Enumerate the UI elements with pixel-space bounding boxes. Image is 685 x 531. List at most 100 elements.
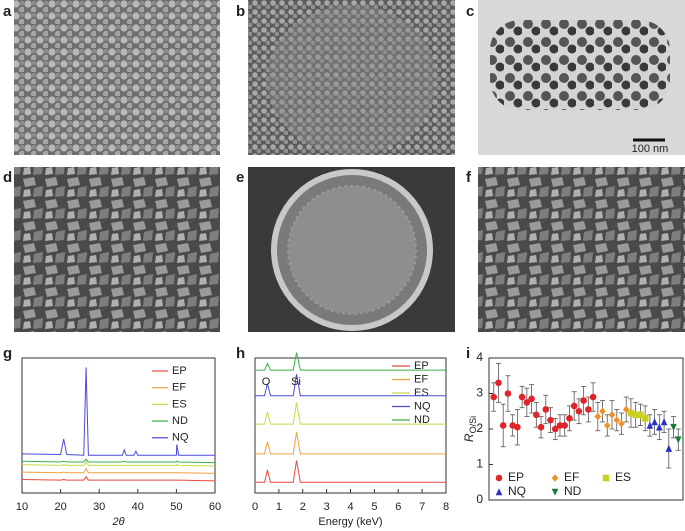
legend-label: EP: [172, 365, 187, 377]
y-axis-label-sub: O/Si: [468, 416, 478, 434]
data-line: [255, 374, 446, 397]
point: [570, 402, 578, 410]
x-tick-label: 6: [395, 501, 401, 513]
data-line: [255, 432, 446, 455]
legend-label: ND: [564, 484, 582, 498]
y-axis-label: RO/Si: [462, 416, 478, 442]
legend-label: ES: [615, 470, 631, 484]
legend-label: ND: [172, 415, 188, 427]
point: [618, 419, 625, 428]
point: [589, 393, 597, 401]
x-tick-label: 10: [16, 501, 28, 513]
point: [641, 415, 649, 422]
legend-label: NQ: [172, 432, 189, 444]
x-tick-label: 7: [419, 501, 425, 513]
point: [660, 418, 668, 426]
panel-label: f: [466, 169, 472, 186]
point: [608, 411, 616, 419]
point: [585, 406, 592, 413]
y-axis-label-main: R: [462, 433, 476, 442]
point: [566, 415, 573, 422]
x-tick-label: 40: [132, 501, 144, 513]
point: [674, 436, 682, 444]
point: [637, 411, 644, 419]
legend-label: EP: [414, 360, 429, 372]
tem-cluster: [490, 20, 670, 110]
point: [561, 422, 569, 429]
plot-frame: [21, 357, 216, 494]
point: [632, 411, 639, 419]
sem-image: [14, 0, 220, 155]
legend-label: NQ: [414, 400, 431, 412]
x-tick-label: 3: [324, 501, 330, 513]
panel-label: d: [3, 169, 12, 186]
x-tick-label: 8: [443, 501, 449, 513]
point: [504, 390, 512, 397]
data-line: [255, 352, 446, 371]
point: [533, 411, 540, 419]
point: [665, 444, 673, 452]
y-tick-label: 3: [476, 386, 483, 400]
legend-marker: [495, 488, 503, 496]
point: [523, 399, 531, 406]
panel-label: i: [466, 345, 470, 362]
data-line: [21, 458, 216, 464]
data-line: [255, 402, 446, 425]
sem-image: [14, 167, 220, 332]
panel-label: c: [466, 3, 474, 20]
data-line: [21, 461, 216, 467]
x-tick-label: 2: [300, 501, 306, 513]
panel-label: e: [236, 169, 244, 186]
x-tick-label: 0: [252, 501, 258, 513]
point: [627, 409, 635, 417]
legend-marker: [551, 474, 559, 482]
sem-image: [478, 167, 685, 332]
point: [580, 397, 587, 404]
point: [537, 423, 545, 431]
x-tick-label: 5: [371, 501, 377, 513]
point: [490, 393, 498, 401]
x-axis-label: 2θ: [111, 516, 124, 528]
y-tick-label: 2: [476, 421, 483, 435]
point: [594, 412, 602, 421]
point: [495, 379, 502, 387]
peak-annotation: Si: [291, 376, 301, 388]
point: [651, 418, 658, 426]
legend-label: ES: [172, 398, 187, 410]
point: [518, 393, 526, 401]
point: [556, 422, 564, 429]
legend-marker: [551, 488, 559, 496]
particle: [267, 5, 437, 155]
point: [528, 395, 535, 403]
data-line: [255, 460, 446, 483]
point: [542, 406, 550, 413]
point: [670, 423, 677, 432]
x-tick-label: 60: [209, 501, 221, 513]
panel-label: b: [236, 3, 245, 20]
x-tick-label: 20: [54, 501, 66, 513]
legend-marker: [495, 474, 503, 482]
panel-label: h: [236, 345, 245, 362]
y-tick-label: 4: [476, 350, 483, 364]
data-line: [21, 475, 216, 482]
x-tick-label: 1: [276, 501, 282, 513]
legend-label: ND: [414, 414, 430, 426]
scale-bar-label: 100 nm: [632, 143, 669, 155]
legend-label: EF: [172, 382, 186, 394]
data-line: [21, 367, 215, 456]
point: [656, 423, 663, 431]
panel-label: g: [3, 345, 12, 362]
sem-image: [248, 0, 455, 155]
x-tick-label: 4: [347, 501, 353, 513]
x-tick-label: 30: [93, 501, 105, 513]
data-line: [21, 467, 216, 474]
x-tick-label: 50: [170, 501, 182, 513]
point: [514, 423, 521, 431]
legend-label: EP: [508, 470, 524, 484]
y-tick-label: 1: [476, 457, 483, 471]
point: [551, 425, 559, 433]
point: [499, 422, 507, 429]
point: [575, 407, 583, 415]
